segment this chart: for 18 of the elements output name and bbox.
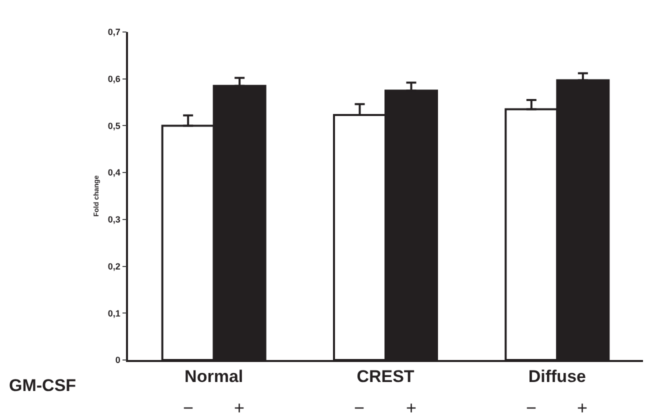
y-tick-label: 0,4	[108, 168, 120, 178]
text: +	[577, 398, 588, 418]
text: −	[183, 398, 194, 418]
x-tick-label: Diffuse	[528, 367, 586, 386]
x-tick-label: CREST	[356, 367, 415, 386]
y-tick-label: 0,6	[108, 74, 120, 84]
x-tick-label: Normal	[184, 367, 244, 386]
y-tick-label: 0,1	[108, 308, 120, 318]
y-tick-label: 0,5	[108, 120, 120, 131]
text: +	[234, 398, 245, 418]
text: +	[406, 398, 417, 418]
y-tick-label: 0,2	[108, 261, 120, 272]
y-tick-label: 0,3	[108, 214, 120, 225]
y-tick-label: 0	[115, 355, 120, 366]
text: −	[354, 398, 365, 418]
y-tick-label: 0,7	[108, 27, 120, 38]
text: −	[526, 398, 537, 418]
x-axis-title: GM-CSF	[9, 376, 76, 395]
